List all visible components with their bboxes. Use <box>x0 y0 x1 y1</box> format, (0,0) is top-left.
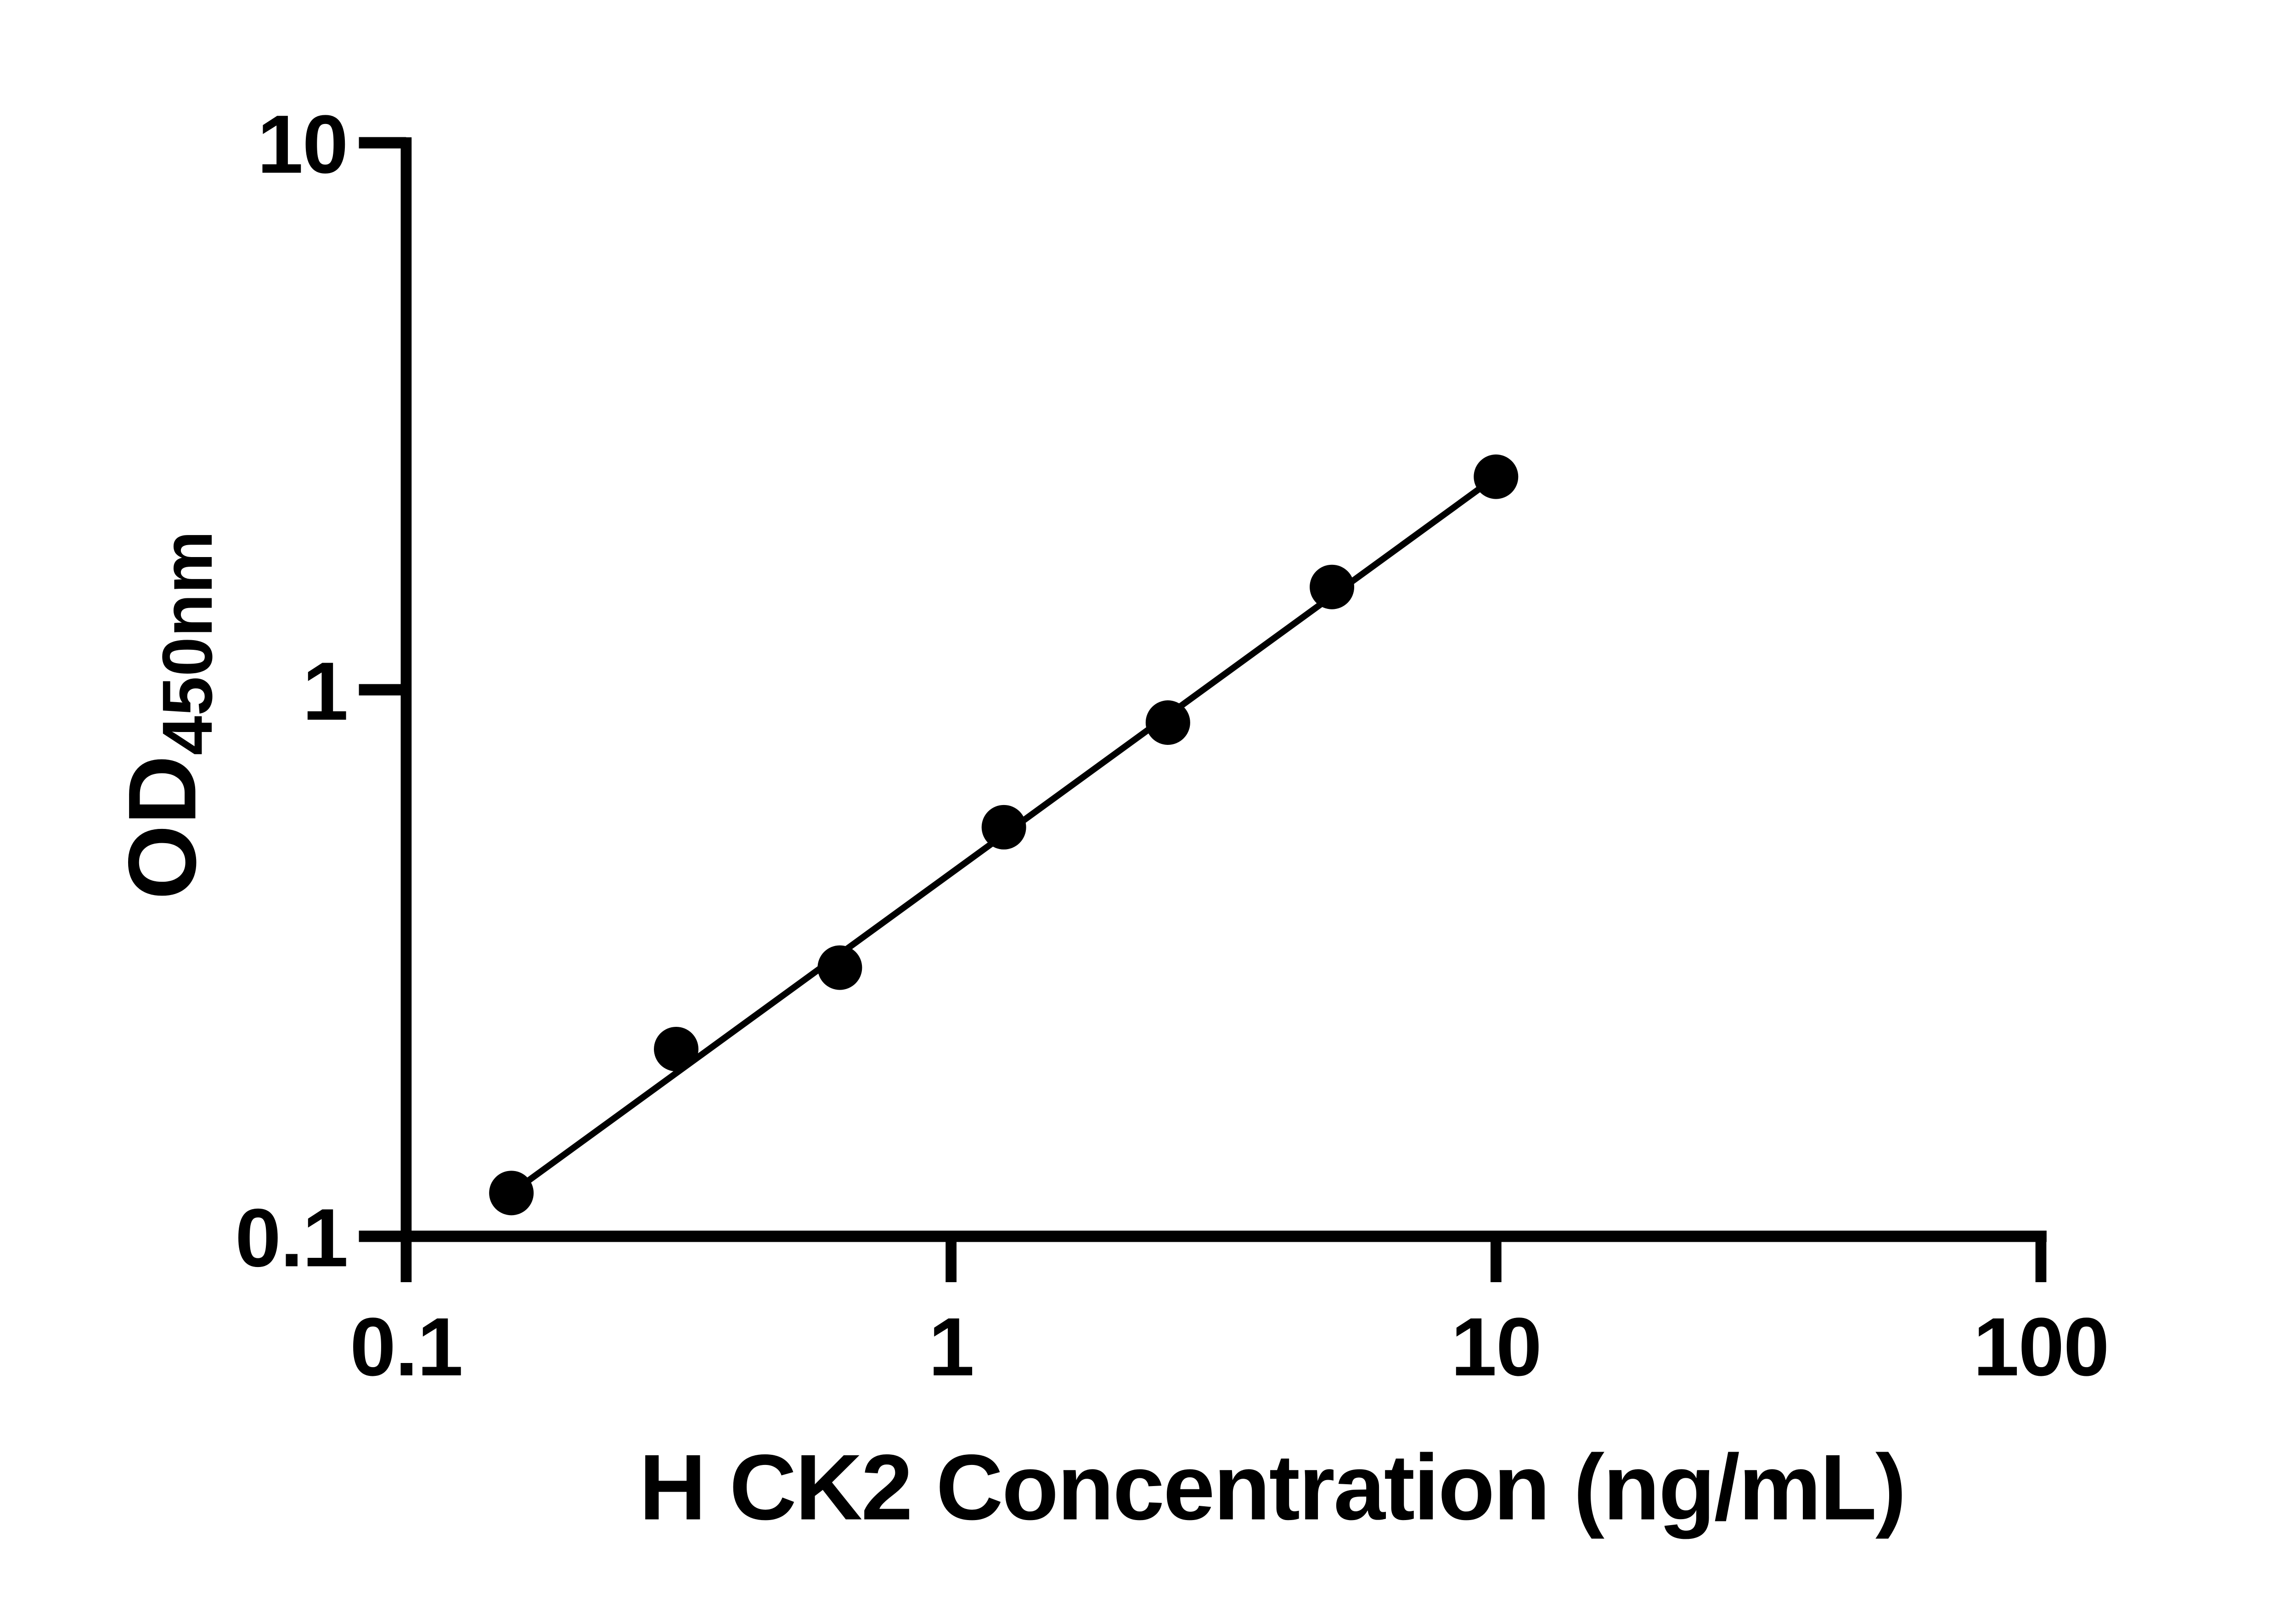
y-tick-label-10: 10 <box>257 98 348 191</box>
data-point <box>1474 454 1519 499</box>
y-axis-title: OD450nm <box>108 530 227 900</box>
data-series <box>489 454 1519 1216</box>
x-axis-ticks <box>400 1241 2047 1282</box>
y-axis-title-subscript: 450nm <box>147 530 227 755</box>
y-axis-title-main: OD <box>108 755 216 900</box>
data-point <box>817 945 862 990</box>
x-axis-title: H CK2 Concentration (ng/mL) <box>639 1435 1905 1539</box>
x-tick-label-10: 10 <box>1451 1301 1541 1393</box>
x-tick-label-1: 1 <box>929 1301 974 1393</box>
data-point <box>654 1026 698 1071</box>
y-tick-label-0-1: 0.1 <box>235 1192 348 1284</box>
x-tick-label-0-1: 0.1 <box>350 1301 462 1393</box>
y-tick-label-1: 1 <box>302 645 347 738</box>
x-tick-label-100: 100 <box>1973 1301 2109 1393</box>
y-axis-ticks <box>359 137 406 1242</box>
data-point <box>1310 564 1355 609</box>
x-axis-tick-labels: 0.1 1 10 100 <box>350 1301 2110 1393</box>
chart-canvas: 10 1 0.1 0.1 1 10 100 H CK2 Concentratio… <box>0 8 2296 1614</box>
data-point <box>489 1171 534 1216</box>
data-point <box>1145 700 1190 745</box>
data-point <box>981 805 1026 850</box>
standard-curve-figure: 10 1 0.1 0.1 1 10 100 H CK2 Concentratio… <box>0 8 2296 1614</box>
y-axis-tick-labels: 10 1 0.1 <box>235 98 349 1284</box>
